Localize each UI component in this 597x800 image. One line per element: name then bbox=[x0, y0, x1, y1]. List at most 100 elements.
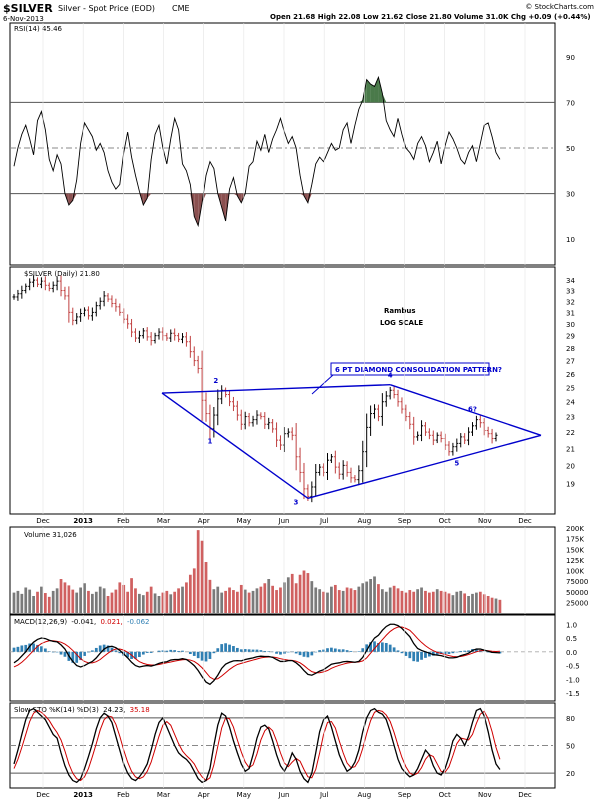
pattern-point-label: 3 bbox=[293, 498, 298, 506]
price-tick-label: 22 bbox=[566, 429, 575, 437]
pattern-point-label: 5 bbox=[454, 459, 459, 467]
price-bar bbox=[118, 303, 122, 316]
macd-histogram-bar bbox=[377, 642, 380, 652]
macd-histogram-bar bbox=[165, 650, 169, 652]
volume-bar bbox=[67, 585, 71, 613]
price-bar bbox=[286, 428, 290, 438]
price-bar bbox=[79, 308, 83, 322]
price-bar bbox=[361, 440, 365, 483]
price-bar bbox=[455, 438, 459, 452]
volume-bar bbox=[478, 591, 482, 613]
volume-bar bbox=[431, 591, 435, 613]
volume-bar bbox=[283, 582, 286, 613]
volume-bar bbox=[47, 596, 51, 613]
volume-bar bbox=[416, 589, 419, 613]
pattern-point-label: 1 bbox=[207, 438, 212, 446]
volume-bar bbox=[408, 590, 412, 613]
price-bar bbox=[98, 297, 102, 310]
price-bar bbox=[439, 431, 443, 443]
volume-bar bbox=[149, 586, 153, 613]
macd-legend: MACD(12,26,9) -0.041, 0.021, -0.062 bbox=[14, 618, 150, 626]
price-bar bbox=[263, 412, 267, 429]
macd-histogram-bar bbox=[228, 644, 231, 652]
volume-bar bbox=[384, 591, 388, 613]
price-bar bbox=[200, 350, 204, 421]
volume-bar bbox=[271, 585, 275, 613]
macd-histogram-bar bbox=[208, 651, 212, 659]
volume-bar bbox=[424, 590, 427, 613]
volume-bar bbox=[36, 591, 39, 613]
macd-histogram-bar bbox=[157, 650, 161, 652]
price-bar bbox=[235, 400, 239, 421]
price-bar bbox=[423, 422, 427, 436]
price-bar bbox=[420, 420, 424, 442]
macd-tick-label: -1.0 bbox=[566, 676, 580, 684]
volume-bar bbox=[228, 587, 231, 613]
price-bar bbox=[396, 389, 400, 407]
macd-histogram-bar bbox=[224, 643, 227, 652]
volume-tick-label: 175K bbox=[566, 536, 584, 544]
macd-histogram-bar bbox=[333, 648, 337, 652]
macd-tick-label: 0.0 bbox=[566, 649, 577, 657]
x-axis-bottom-label: Mar bbox=[157, 791, 170, 799]
price-bar bbox=[36, 277, 40, 288]
price-bar bbox=[184, 332, 188, 347]
price-bar bbox=[255, 410, 259, 425]
price-bar bbox=[20, 285, 24, 299]
price-bar bbox=[271, 419, 275, 433]
price-bar bbox=[90, 307, 94, 321]
symbol-title: $SILVER bbox=[3, 2, 53, 15]
price-bar bbox=[318, 463, 322, 476]
macd-histogram-bar bbox=[20, 645, 24, 652]
macd-histogram-bar bbox=[177, 650, 180, 652]
price-bar bbox=[251, 415, 255, 427]
volume-bar bbox=[302, 570, 306, 613]
x-axis-bottom-label: Dec bbox=[518, 791, 532, 799]
volume-tick-label: 75000 bbox=[566, 578, 588, 586]
x-axis-top-label: Dec bbox=[36, 517, 50, 525]
macd-legend-label: MACD(12,26,9) bbox=[14, 618, 67, 626]
macd-histogram-bar bbox=[286, 651, 290, 653]
macd-histogram-bar bbox=[63, 651, 67, 657]
price-bar bbox=[345, 461, 349, 477]
x-axis-bottom-label: Oct bbox=[439, 791, 451, 799]
sto-legend: Slow STO %K(14) %D(3) 24.23, 35.18 bbox=[14, 706, 150, 714]
macd-histogram-bar bbox=[43, 648, 47, 652]
rsi-overbought-fill bbox=[374, 77, 379, 103]
volume-bar bbox=[224, 590, 227, 613]
price-bar bbox=[145, 327, 149, 341]
price-bar bbox=[353, 475, 357, 483]
volume-bar bbox=[396, 588, 400, 613]
macd-histogram-bar bbox=[196, 651, 200, 659]
price-legend: $SILVER (Daily) 21.80 bbox=[24, 270, 100, 278]
macd-histogram-bar bbox=[220, 644, 224, 652]
macd-histogram-bar bbox=[247, 649, 251, 652]
volume-bar bbox=[157, 596, 161, 613]
price-tick-label: 26 bbox=[566, 371, 575, 379]
price-bar bbox=[400, 397, 404, 414]
volume-bar bbox=[345, 587, 349, 613]
volume-bar bbox=[114, 589, 118, 613]
price-bar bbox=[451, 442, 455, 456]
macd-histogram-bar bbox=[212, 651, 216, 654]
volume-bar bbox=[12, 592, 16, 613]
macd-panel bbox=[9, 614, 556, 702]
pattern-label-pointer bbox=[311, 374, 334, 395]
volume-bar bbox=[153, 593, 157, 613]
pattern-point-label: 6? bbox=[468, 406, 477, 414]
price-bar bbox=[376, 404, 380, 422]
macd-histogram-bar bbox=[318, 650, 322, 652]
sto-tick-label: 20 bbox=[566, 770, 575, 778]
price-bar bbox=[337, 462, 341, 480]
macd-histogram-bar bbox=[416, 651, 419, 662]
volume-bar bbox=[126, 591, 130, 613]
macd-histogram-bar bbox=[98, 645, 102, 652]
volume-bar bbox=[318, 589, 322, 613]
macd-histogram-bar bbox=[216, 648, 220, 652]
volume-bar bbox=[475, 592, 478, 613]
volume-bar bbox=[314, 587, 318, 613]
price-bar bbox=[55, 276, 59, 291]
macd-histogram-bar bbox=[51, 651, 55, 653]
volume-bar bbox=[130, 578, 133, 613]
price-bar bbox=[486, 426, 490, 438]
